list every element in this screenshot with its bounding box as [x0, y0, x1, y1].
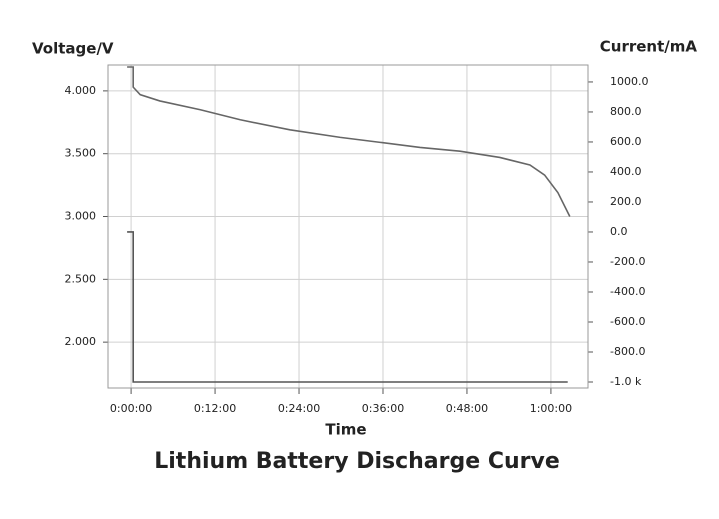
y-tick-label: 2.500 [65, 272, 97, 285]
y2-tick-label: 0.0 [610, 225, 628, 238]
chart-title: Lithium Battery Discharge Curve [154, 449, 560, 474]
x-axis-label: Time [325, 421, 366, 439]
y2-tick-label: 600.0 [610, 135, 642, 148]
y2-tick-label: 1000.0 [610, 75, 649, 88]
y-tick-label: 3.500 [65, 147, 97, 160]
y2-tick-label: 200.0 [610, 195, 642, 208]
x-tick-label: 0:12:00 [194, 402, 236, 415]
x-tick-label: 0:00:00 [110, 402, 152, 415]
y-tick-label: 4.000 [65, 84, 97, 97]
y2-tick-label: -1.0 k [610, 375, 642, 388]
y-tick-label: 3.000 [65, 210, 97, 223]
y2-tick-label: -400.0 [610, 285, 645, 298]
y2-tick-label: 400.0 [610, 165, 642, 178]
y2-tick-label: 800.0 [610, 105, 642, 118]
x-tick-label: 0:48:00 [446, 402, 488, 415]
y2-axis-label: Current/mA [600, 38, 698, 56]
y-tick-label: 2.000 [65, 335, 97, 348]
y2-tick-label: -800.0 [610, 345, 645, 358]
data-line [127, 231, 568, 383]
plot-frame [107, 64, 589, 389]
y2-tick-label: -200.0 [610, 255, 645, 268]
y-axis-label: Voltage/V [32, 40, 114, 58]
data-line [127, 66, 571, 217]
x-tick-label: 0:36:00 [362, 402, 404, 415]
x-tick-label: 1:00:00 [530, 402, 572, 415]
x-tick-label: 0:24:00 [278, 402, 320, 415]
y2-tick-label: -600.0 [610, 315, 645, 328]
